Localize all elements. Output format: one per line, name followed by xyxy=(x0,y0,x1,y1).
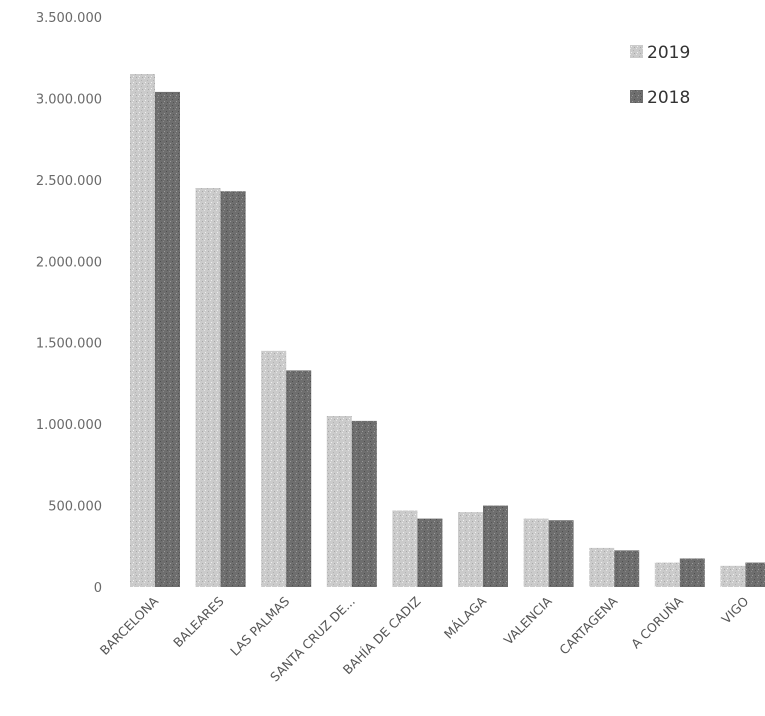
legend-label-2018: 2018 xyxy=(647,88,690,108)
bar-2018-3 xyxy=(351,420,377,587)
bar-2018-0 xyxy=(155,91,180,588)
bar-2018-5 xyxy=(483,505,508,587)
legend-swatch-2019 xyxy=(630,45,643,58)
x-tick-label: A CORUÑA xyxy=(628,593,686,651)
y-tick-label: 1.000.000 xyxy=(36,418,102,433)
y-tick-label: 3.000.000 xyxy=(36,92,102,107)
x-tick-label: BALEARES xyxy=(170,593,227,650)
bars xyxy=(130,74,765,588)
bar-2018-1 xyxy=(220,191,246,587)
bar-2019-2 xyxy=(261,350,287,587)
bar-2019-9 xyxy=(720,565,746,587)
bar-2018-2 xyxy=(286,370,312,587)
y-tick-label: 500.000 xyxy=(48,500,102,515)
y-tick-label: 3.500.000 xyxy=(36,11,102,26)
bar-2019-0 xyxy=(130,74,155,587)
x-tick-label: VALENCIA xyxy=(501,593,555,647)
legend-label-2019: 2019 xyxy=(647,43,690,63)
bar-2019-8 xyxy=(654,562,680,587)
x-tick-label: VIGO xyxy=(718,593,751,626)
x-tick-label: BARCELONA xyxy=(97,593,162,658)
bar-2018-7 xyxy=(614,550,640,587)
bar-2019-5 xyxy=(458,512,483,587)
y-tick-label: 2.000.000 xyxy=(36,255,102,270)
legend-swatch-2018 xyxy=(630,90,643,103)
y-tick-label: 1.500.000 xyxy=(36,337,102,352)
y-tick-label: 2.500.000 xyxy=(36,174,102,189)
bar-2018-4 xyxy=(417,518,443,587)
bar-2019-4 xyxy=(392,510,418,587)
bar-2019-1 xyxy=(195,188,221,587)
bar-2018-6 xyxy=(548,520,574,587)
x-tick-label: LAS PALMAS xyxy=(227,593,292,658)
bar-2019-7 xyxy=(589,547,615,587)
bar-2019-6 xyxy=(523,518,549,587)
bar-2018-9 xyxy=(745,562,765,587)
y-axis: 0 500.000 1.000.000 1.500.000 2.000.000 2.500… xyxy=(36,11,102,596)
y-tick-label: 0 xyxy=(94,581,102,596)
x-tick-label: MÁLAGA xyxy=(441,593,490,642)
x-tick-label: CARTAGENA xyxy=(556,593,620,657)
bar-2018-8 xyxy=(679,558,705,587)
bar-2019-3 xyxy=(326,416,352,587)
legend: 2019 2018 xyxy=(630,43,690,108)
